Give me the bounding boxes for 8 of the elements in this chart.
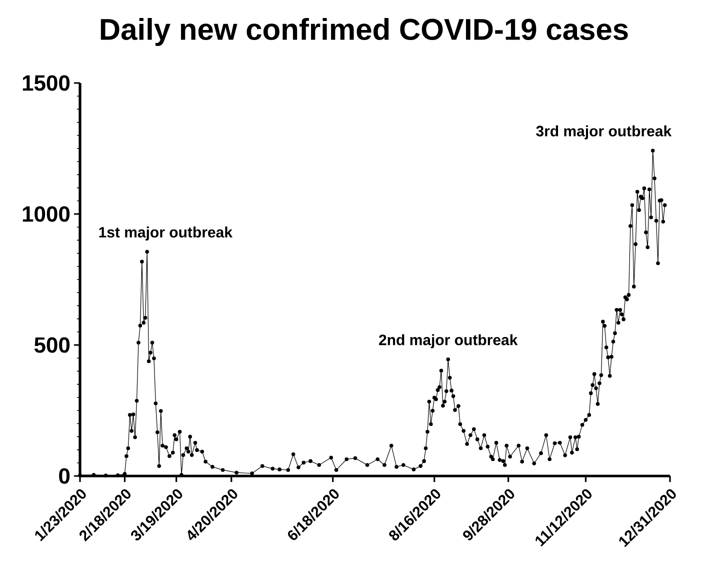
annotation: 2nd major outbreak (379, 334, 518, 348)
y-tick-label: 500 (34, 337, 70, 353)
y-tick-label: 1000 (22, 206, 70, 222)
y-tick-label: 1500 (22, 75, 70, 91)
annotation: 1st major outbreak (99, 226, 232, 241)
y-tick-label: 0 (59, 468, 70, 484)
chart-title: Daily new confrimed COVID-19 cases (100, 18, 628, 46)
annotation: 3rd major outbreak (536, 125, 672, 140)
